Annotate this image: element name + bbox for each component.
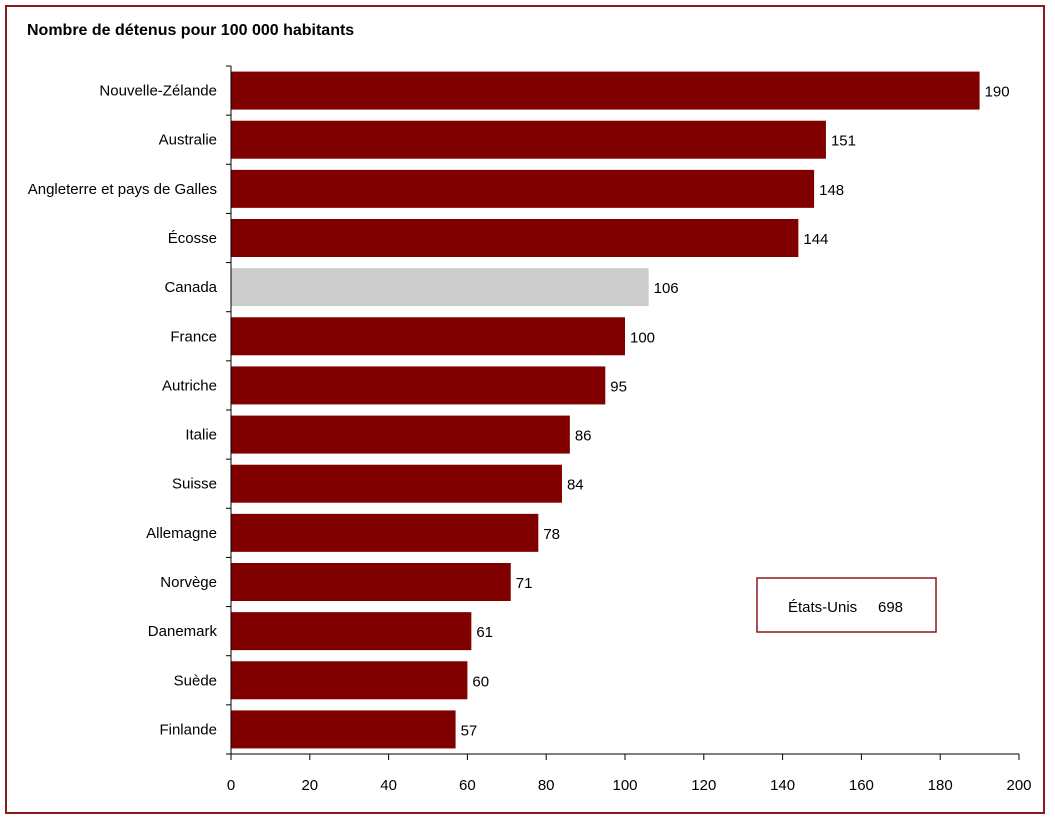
chart-title: Nombre de détenus pour 100 000 habitants [27, 22, 355, 39]
category-label-autriche: Autriche [162, 377, 217, 394]
category-label-danemark: Danemark [148, 623, 218, 640]
x-tick-label: 60 [459, 777, 476, 794]
value-label-autriche: 95 [610, 378, 627, 395]
category-label-angleterre-et-pays-de-galles: Angleterre et pays de Galles [28, 181, 217, 198]
bar-italie [231, 415, 570, 454]
value-label-norvege: 71 [516, 575, 533, 592]
bars-layer: Nouvelle-Zélande 190 Australie 151 Angleterr… [28, 71, 1010, 749]
annotation-value: 698 [878, 599, 903, 616]
bar-france [231, 317, 625, 356]
value-label-australie: 151 [831, 133, 856, 150]
category-label-canada: Canada [164, 279, 217, 296]
category-label-norvege: Norvège [160, 574, 217, 591]
x-tick-label: 120 [691, 777, 716, 794]
bar-suisse [231, 464, 562, 503]
value-label-angleterre-et-pays-de-galles: 148 [819, 182, 844, 199]
x-tick-label: 180 [928, 777, 953, 794]
category-label-italie: Italie [185, 427, 217, 444]
x-axis: 0 20 40 60 80 100 120 140 160 180 200 [226, 65, 1032, 794]
category-label-suede: Suède [174, 672, 217, 689]
x-tick-label: 40 [380, 777, 397, 794]
category-label-allemagne: Allemagne [146, 525, 217, 542]
value-label-finlande: 57 [461, 722, 478, 739]
value-label-suede: 60 [472, 673, 489, 690]
bar-norvege [231, 563, 511, 601]
x-tick-label: 160 [849, 777, 874, 794]
category-label-australie: Australie [159, 132, 217, 149]
x-tick-label: 200 [1006, 777, 1031, 794]
category-label-nouvelle-zelande: Nouvelle-Zélande [99, 83, 217, 100]
annotation-label: États-Unis [788, 599, 857, 616]
bar-allemagne [231, 513, 539, 552]
category-label-finlande: Finlande [159, 721, 217, 738]
category-label-suisse: Suisse [172, 476, 217, 493]
value-label-allemagne: 78 [543, 526, 560, 543]
x-tick-label: 80 [538, 777, 555, 794]
x-tick-label: 140 [770, 777, 795, 794]
bar-nouvelle-zelande [231, 71, 980, 110]
bar-angleterre-et-pays-de-galles [231, 169, 815, 208]
value-label-france: 100 [630, 329, 655, 346]
value-label-canada: 106 [654, 280, 679, 297]
value-label-italie: 86 [575, 428, 592, 445]
value-label-nouvelle-zelande: 190 [985, 84, 1010, 101]
bar-danemark [231, 612, 472, 651]
x-tick-label: 20 [301, 777, 318, 794]
bar-ecosse [231, 219, 799, 257]
x-tick-label: 0 [227, 777, 235, 794]
bar-finlande [231, 710, 456, 749]
category-label-france: France [170, 328, 217, 345]
us-annotation: États-Unis 698 [756, 577, 937, 633]
bar-suede [231, 661, 468, 700]
value-label-danemark: 61 [476, 624, 493, 641]
bar-australie [231, 120, 826, 159]
value-label-ecosse: 144 [803, 231, 828, 248]
annotation-box [756, 577, 937, 633]
bar-autriche [231, 366, 606, 405]
category-label-ecosse: Écosse [168, 230, 217, 247]
x-tick-label: 100 [612, 777, 637, 794]
value-label-suisse: 84 [567, 477, 584, 494]
bar-canada [231, 268, 649, 307]
